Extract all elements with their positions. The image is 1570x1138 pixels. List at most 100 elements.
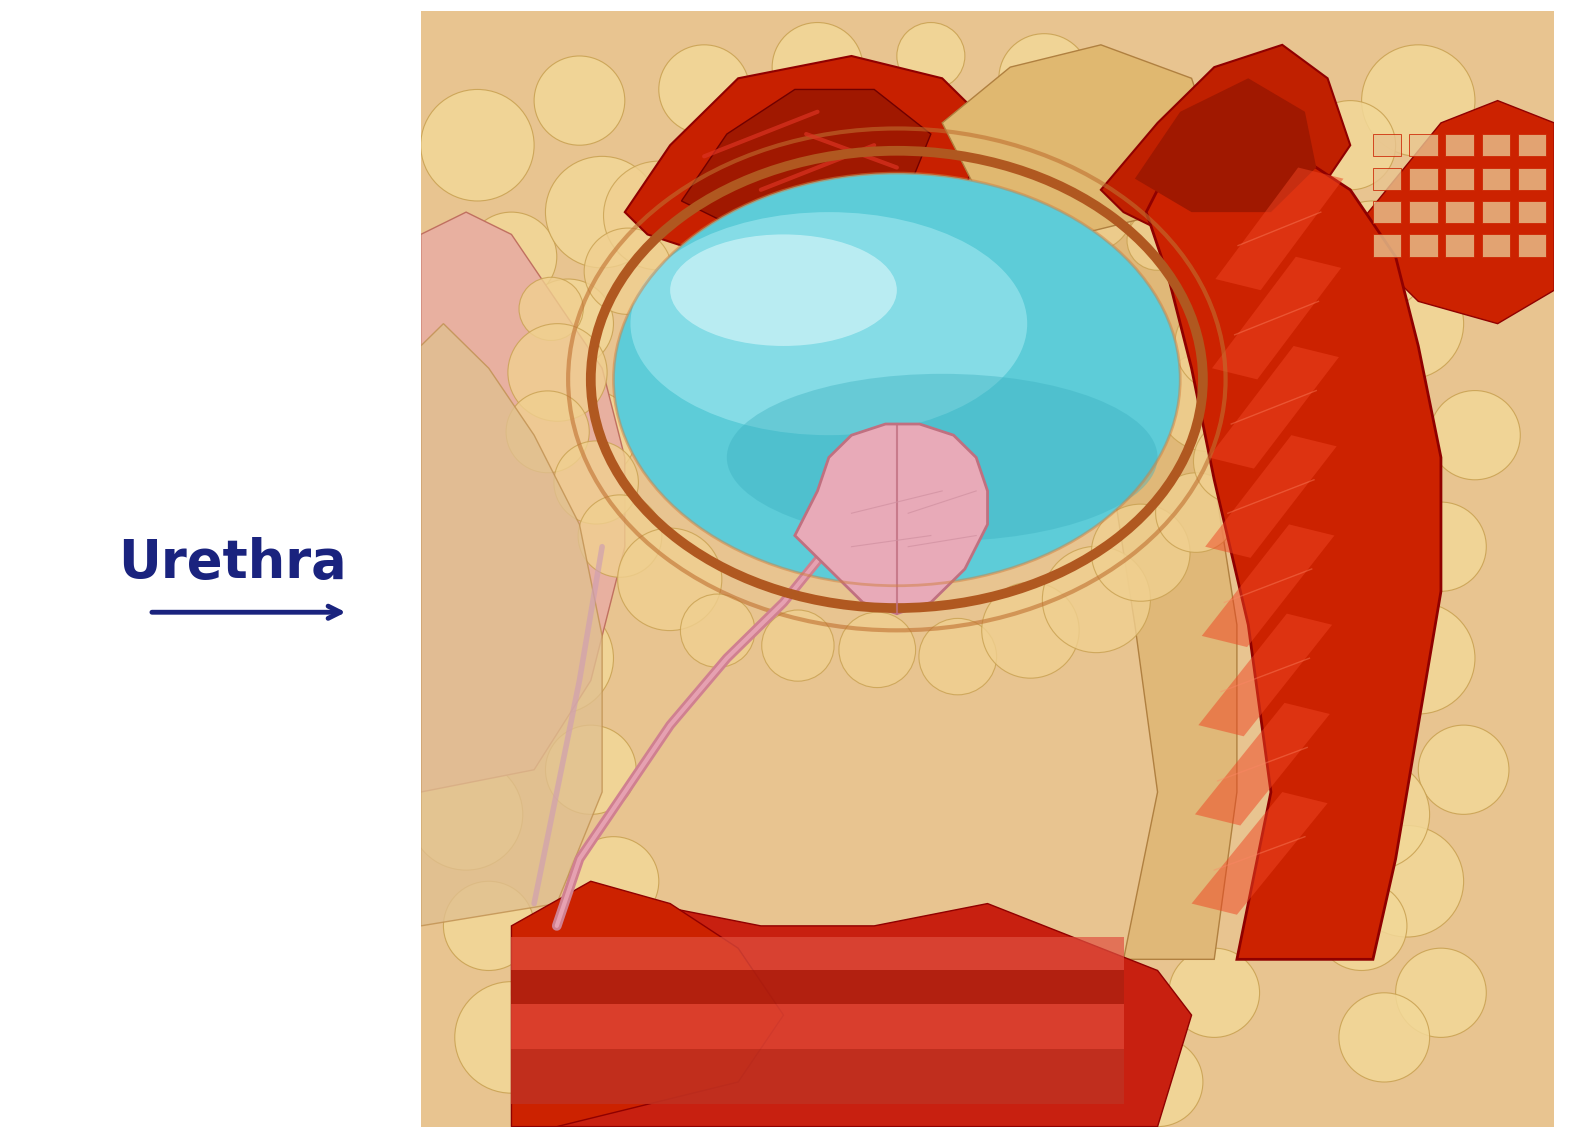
Circle shape [1193, 419, 1280, 504]
Circle shape [1350, 267, 1463, 379]
Polygon shape [1195, 703, 1330, 825]
Circle shape [512, 937, 625, 1048]
Circle shape [1339, 435, 1430, 525]
Polygon shape [1372, 234, 1402, 257]
Circle shape [1396, 502, 1487, 592]
Polygon shape [1146, 146, 1441, 959]
Circle shape [838, 612, 915, 687]
Circle shape [986, 113, 1088, 213]
Circle shape [1316, 759, 1430, 871]
Circle shape [683, 137, 741, 195]
Circle shape [1316, 201, 1430, 313]
Circle shape [1305, 658, 1396, 748]
Circle shape [455, 982, 568, 1094]
Circle shape [999, 34, 1090, 123]
Circle shape [659, 44, 749, 134]
Circle shape [410, 759, 523, 871]
Circle shape [617, 528, 722, 630]
Circle shape [603, 162, 714, 270]
Polygon shape [1446, 167, 1474, 190]
Circle shape [1203, 373, 1259, 430]
Polygon shape [421, 11, 1554, 1127]
Circle shape [1350, 825, 1463, 937]
Polygon shape [1201, 525, 1334, 648]
Polygon shape [1198, 613, 1331, 736]
Circle shape [443, 435, 534, 525]
Ellipse shape [614, 173, 1181, 586]
Circle shape [614, 926, 681, 992]
Circle shape [772, 1038, 864, 1127]
Polygon shape [1135, 79, 1316, 212]
Circle shape [763, 134, 846, 215]
Circle shape [443, 881, 534, 971]
Polygon shape [421, 212, 625, 792]
Circle shape [999, 1026, 1090, 1115]
Circle shape [1396, 948, 1487, 1038]
Circle shape [506, 391, 589, 472]
Text: Bladder: Bladder [722, 431, 989, 490]
Polygon shape [1482, 234, 1510, 257]
Polygon shape [794, 424, 988, 613]
Circle shape [896, 23, 966, 90]
Circle shape [1049, 168, 1134, 251]
Polygon shape [1215, 167, 1344, 290]
Polygon shape [1410, 234, 1438, 257]
Polygon shape [681, 90, 931, 234]
Circle shape [523, 279, 614, 369]
Polygon shape [1446, 201, 1474, 223]
Polygon shape [1192, 792, 1328, 915]
Circle shape [545, 156, 659, 267]
Circle shape [534, 502, 625, 592]
Circle shape [1042, 546, 1151, 652]
Circle shape [432, 546, 523, 636]
Polygon shape [1101, 44, 1350, 234]
Circle shape [1430, 390, 1520, 480]
Circle shape [455, 658, 545, 748]
Circle shape [716, 948, 805, 1038]
Circle shape [1316, 323, 1407, 413]
Ellipse shape [670, 234, 896, 346]
Circle shape [981, 583, 1079, 678]
Polygon shape [1372, 201, 1402, 223]
Polygon shape [1518, 167, 1546, 190]
Circle shape [953, 982, 1022, 1048]
Polygon shape [1446, 234, 1474, 257]
Circle shape [1316, 881, 1407, 971]
Circle shape [925, 131, 984, 190]
Circle shape [1127, 211, 1188, 270]
Text: Prostate: Prostate [1240, 776, 1495, 828]
Polygon shape [1518, 134, 1546, 156]
Polygon shape [1068, 134, 1237, 959]
Polygon shape [625, 56, 988, 257]
Circle shape [1418, 167, 1509, 257]
Circle shape [1339, 992, 1430, 1082]
Circle shape [421, 90, 534, 201]
Polygon shape [942, 44, 1214, 234]
Polygon shape [512, 881, 783, 1127]
Polygon shape [421, 323, 603, 926]
Ellipse shape [727, 374, 1157, 542]
Polygon shape [534, 904, 1192, 1127]
Circle shape [1170, 948, 1259, 1038]
Circle shape [824, 108, 933, 215]
Circle shape [509, 323, 608, 421]
Circle shape [578, 495, 663, 577]
Circle shape [1112, 1038, 1203, 1127]
Circle shape [1316, 546, 1407, 636]
Polygon shape [512, 1004, 1124, 1048]
Polygon shape [512, 971, 1124, 1004]
Circle shape [501, 602, 614, 714]
Circle shape [659, 1026, 749, 1115]
Circle shape [1305, 100, 1396, 190]
Circle shape [772, 23, 864, 112]
Polygon shape [1518, 234, 1546, 257]
Circle shape [1157, 352, 1259, 452]
Circle shape [410, 313, 523, 424]
Circle shape [545, 390, 636, 480]
Polygon shape [1518, 201, 1546, 223]
Polygon shape [1372, 134, 1402, 156]
Circle shape [1091, 504, 1190, 601]
Circle shape [761, 610, 834, 682]
Polygon shape [1482, 201, 1510, 223]
Polygon shape [1372, 167, 1402, 190]
